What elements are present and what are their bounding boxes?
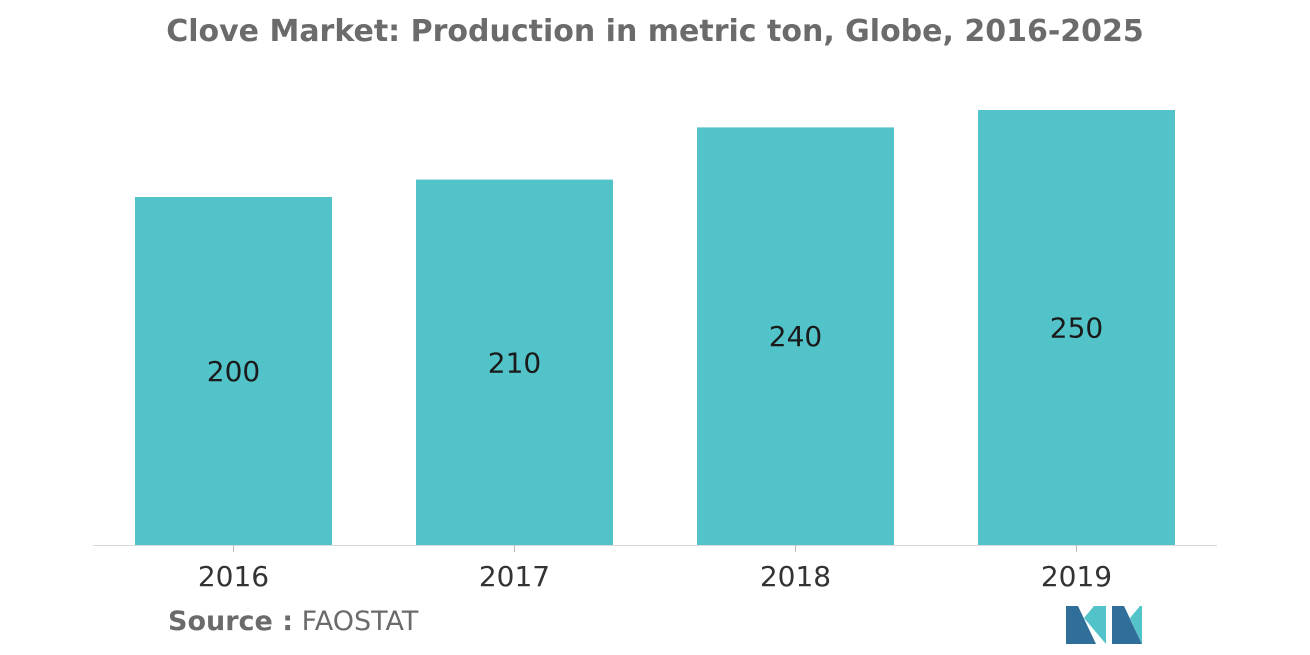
source-label: Source :	[168, 606, 294, 637]
source-value: FAOSTAT	[301, 606, 419, 637]
chart-title: Clove Market: Production in metric ton, …	[166, 14, 1144, 49]
bar-2016	[135, 197, 332, 545]
company-logo-icon	[1066, 606, 1142, 644]
data-label: 240	[769, 320, 822, 353]
x-tick-label: 2017	[479, 560, 550, 593]
x-tick-label: 2016	[198, 560, 269, 593]
data-label: 250	[1050, 312, 1103, 345]
bar-2019	[978, 110, 1175, 545]
x-tick-label: 2018	[760, 560, 831, 593]
x-tick-label: 2019	[1041, 560, 1112, 593]
bar-2017	[416, 179, 613, 545]
bar-2018	[697, 127, 894, 546]
source-note: Source : FAOSTAT	[168, 606, 418, 637]
data-label: 210	[488, 346, 541, 379]
data-label: 200	[207, 355, 260, 388]
